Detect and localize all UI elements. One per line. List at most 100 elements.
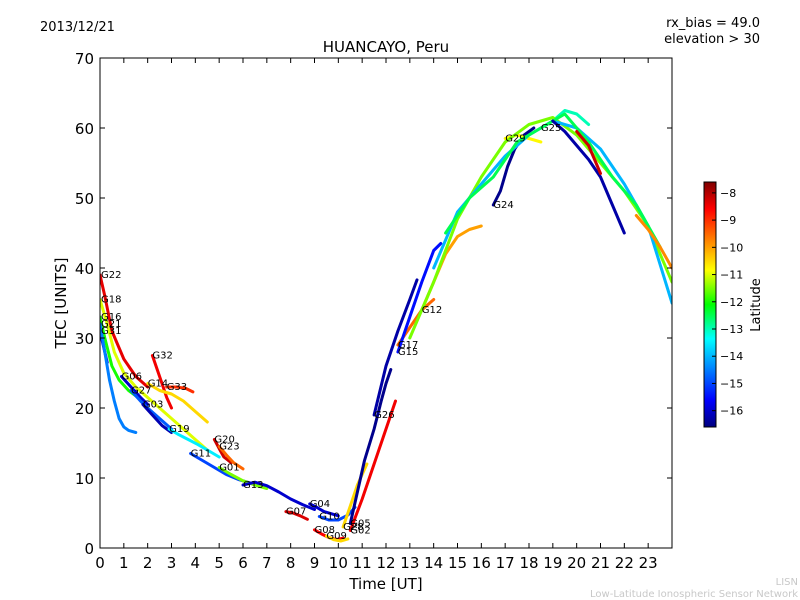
colorbar-tick-label: −13	[720, 323, 743, 336]
x-tick-label: 17	[496, 554, 515, 572]
series-y2	[432, 119, 672, 305]
satellite-label-g25: G25	[541, 123, 561, 134]
satellite-label-g26: G26	[374, 410, 394, 421]
series-g19	[167, 427, 221, 459]
satellite-label-g02: G02	[350, 526, 370, 537]
x-tick-label: 3	[167, 554, 177, 572]
colorbar	[703, 181, 717, 428]
colorbar-label: Latitude	[749, 278, 764, 332]
series-g26	[372, 278, 419, 417]
x-tick-label: 4	[191, 554, 201, 572]
plot-frame	[99, 57, 673, 549]
x-tick-label: 20	[567, 554, 586, 572]
x-tick-label: 23	[639, 554, 658, 572]
x-tick-label: 18	[519, 554, 538, 572]
y-tick-label: 60	[75, 120, 94, 138]
series-g20	[212, 438, 233, 465]
x-tick-label: 9	[310, 554, 320, 572]
x-tick-label: 5	[214, 554, 224, 572]
satellite-label-g05: G05	[350, 519, 370, 530]
satellite-label-g31: G31	[101, 326, 121, 337]
x-axis-ticks: 0 1 2 3 4 5 6 7 8 9 10 11 12 13 14 15 16 17 18 19 20 21 22 23	[95, 58, 658, 572]
satellite-label-g21: G21	[101, 319, 121, 330]
x-tick-label: 6	[238, 554, 248, 572]
x-tick-label: 14	[424, 554, 443, 572]
x-tick-label: 16	[472, 554, 491, 572]
satellite-label-layer: G31G22G18G16G21G32G06G14G27G03G33G19G20G…	[101, 123, 561, 542]
series-g18	[100, 298, 209, 452]
series-y6	[634, 214, 672, 270]
satellite-label-g11: G11	[191, 449, 211, 460]
x-tick-label: 22	[615, 554, 634, 572]
series-g06	[120, 375, 150, 406]
x-tick-label: 21	[591, 554, 610, 572]
x-tick-label: 12	[376, 554, 395, 572]
x-axis-label: Time [UT]	[348, 575, 422, 593]
x-tick-label: 7	[262, 554, 272, 572]
series-g24	[491, 126, 536, 207]
x-tick-label: 15	[448, 554, 467, 572]
satellite-label-g04: G04	[310, 499, 330, 510]
satellite-label-g18: G18	[101, 295, 121, 306]
series-y4	[551, 119, 626, 235]
satellite-label-g03: G03	[143, 400, 163, 411]
satellite-label-g12: G12	[422, 305, 442, 316]
satellite-label-g08: G08	[315, 525, 335, 536]
x-tick-label: 11	[353, 554, 372, 572]
colorbar-tick-label: −8	[720, 187, 736, 200]
series-y5	[575, 130, 602, 175]
series-g10	[317, 505, 357, 522]
satellite-label-g17: G17	[398, 340, 418, 351]
satellite-label-g14: G14	[148, 379, 168, 390]
series-g33	[165, 385, 195, 394]
colorbar-tick-label: −15	[720, 377, 743, 390]
series-g22	[100, 273, 150, 389]
satellite-label-g22: G22	[101, 270, 121, 281]
satellite-label-g15: G15	[398, 347, 418, 358]
satellite-label-g13: G13	[243, 480, 263, 491]
colorbar-ticks: −16 −15 −14 −13 −12 −11 −10 −9 −8	[712, 187, 743, 418]
satellite-label-g06: G06	[122, 372, 142, 383]
credit-line-2: Low-Latitude Ionospheric Sensor Network	[590, 589, 798, 600]
series-layer	[100, 109, 672, 543]
series-g15	[396, 242, 443, 354]
satellite-label-g24: G24	[493, 200, 513, 211]
satellite-label-g07: G07	[286, 507, 306, 518]
colorbar-tick-label: −16	[720, 405, 743, 418]
x-tick-label: 8	[286, 554, 296, 572]
satellite-label-g09: G09	[326, 531, 346, 542]
satellite-label-g32: G32	[152, 351, 172, 362]
credit-line-1: LISN	[776, 577, 798, 588]
y-axis-ticks: 0 10 20 30 40 50 60 70	[75, 50, 672, 558]
y-tick-label: 0	[84, 540, 94, 558]
series-g05	[348, 368, 393, 525]
series-g04	[308, 502, 340, 518]
series-g02	[348, 399, 397, 532]
series-g01	[217, 466, 269, 490]
satellite-label-g27: G27	[131, 386, 151, 397]
y-axis-label: TEC [UNITS]	[52, 258, 70, 350]
y-tick-label: 50	[75, 190, 94, 208]
colorbar-tick-label: −10	[720, 241, 743, 254]
y-tick-label: 40	[75, 260, 94, 278]
x-tick-label: 1	[119, 554, 129, 572]
series-g14	[146, 382, 209, 424]
series-g13	[241, 480, 316, 511]
rx-bias-label: rx_bias = 49.0	[666, 16, 760, 31]
colorbar-tick-label: −14	[720, 350, 743, 363]
series-g23	[217, 445, 245, 471]
satellite-label-g33: G33	[167, 382, 187, 393]
satellite-label-g29: G29	[505, 134, 525, 145]
x-tick-label: 0	[95, 554, 105, 572]
satellite-label-g16: G16	[101, 312, 121, 323]
satellite-label-g19: G19	[169, 424, 189, 435]
x-tick-label: 19	[543, 554, 562, 572]
y-tick-label: 20	[75, 400, 94, 418]
series-g09	[324, 534, 350, 543]
x-tick-label: 10	[329, 554, 348, 572]
chart-title: HUANCAYO, Peru	[323, 38, 449, 56]
x-tick-label: 13	[400, 554, 419, 572]
satellite-label-g01: G01	[219, 463, 239, 474]
series-g21	[100, 322, 138, 434]
